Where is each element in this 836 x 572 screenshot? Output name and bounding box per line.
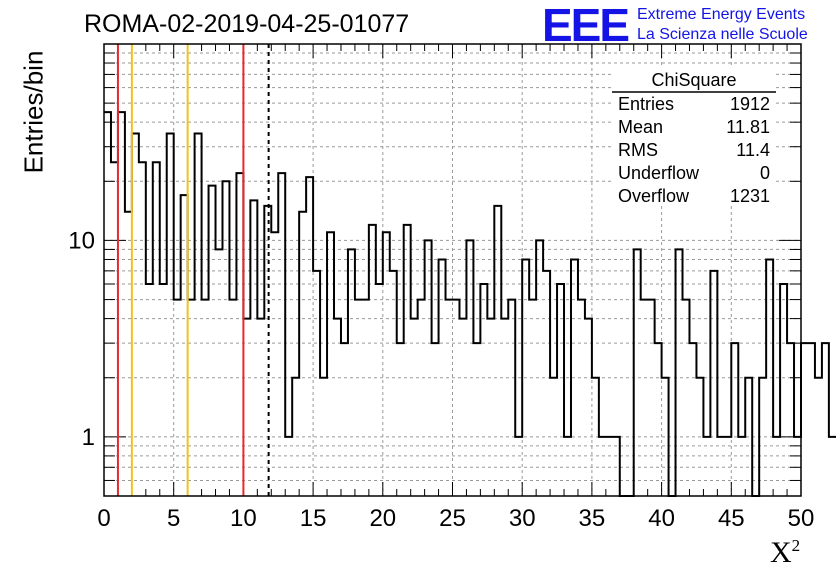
stats-label-mean: Mean — [618, 117, 663, 137]
stats-label-overflow: Overflow — [618, 186, 690, 206]
stats-label-rms: RMS — [618, 140, 658, 160]
x-axis-label-base: X — [770, 536, 792, 569]
x-tick-label: 40 — [648, 505, 675, 532]
stats-value-underflow: 0 — [760, 163, 770, 183]
logo-line-1: Extreme Energy Events — [637, 6, 806, 23]
x-tick-label: 35 — [579, 505, 606, 532]
x-tick-label: 45 — [718, 505, 745, 532]
stats-value-mean: 11.81 — [726, 117, 770, 137]
x-tick-label: 10 — [230, 505, 257, 532]
stats-label-entries: Entries — [618, 94, 674, 114]
stats-title: ChiSquare — [651, 70, 736, 90]
x-tick-label: 5 — [167, 505, 180, 532]
logo-line-2: La Scienza nelle Scuole — [637, 26, 808, 43]
chart-title: ROMA-02-2019-04-25-01077 — [84, 10, 410, 38]
plot-frame — [103, 43, 802, 497]
x-tick-label: 25 — [439, 505, 466, 532]
y-tick-label: 1 — [82, 424, 95, 451]
eee-logo: EEE — [542, 0, 630, 51]
stats-value-entries: 1912 — [730, 94, 770, 114]
y-tick-label: 10 — [68, 227, 95, 254]
stats-box-bg — [612, 66, 776, 206]
stats-label-underflow: Underflow — [618, 163, 700, 183]
x-tick-label: 20 — [369, 505, 396, 532]
x-axis-label-sup: 2 — [791, 536, 801, 555]
stats-value-rms: 11.4 — [736, 140, 770, 160]
stats-box: ChiSquare Entries 1912 Mean 11.81 RMS 11.4 Unde… — [612, 66, 776, 206]
x-tick-label: 30 — [509, 505, 536, 532]
x-axis-label: X2 — [770, 536, 800, 570]
x-tick-label: 0 — [97, 505, 110, 532]
stats-value-overflow: 1231 — [730, 186, 770, 206]
x-tick-label: 15 — [300, 505, 327, 532]
histogram-line — [104, 111, 836, 497]
x-tick-label: 50 — [788, 505, 815, 532]
